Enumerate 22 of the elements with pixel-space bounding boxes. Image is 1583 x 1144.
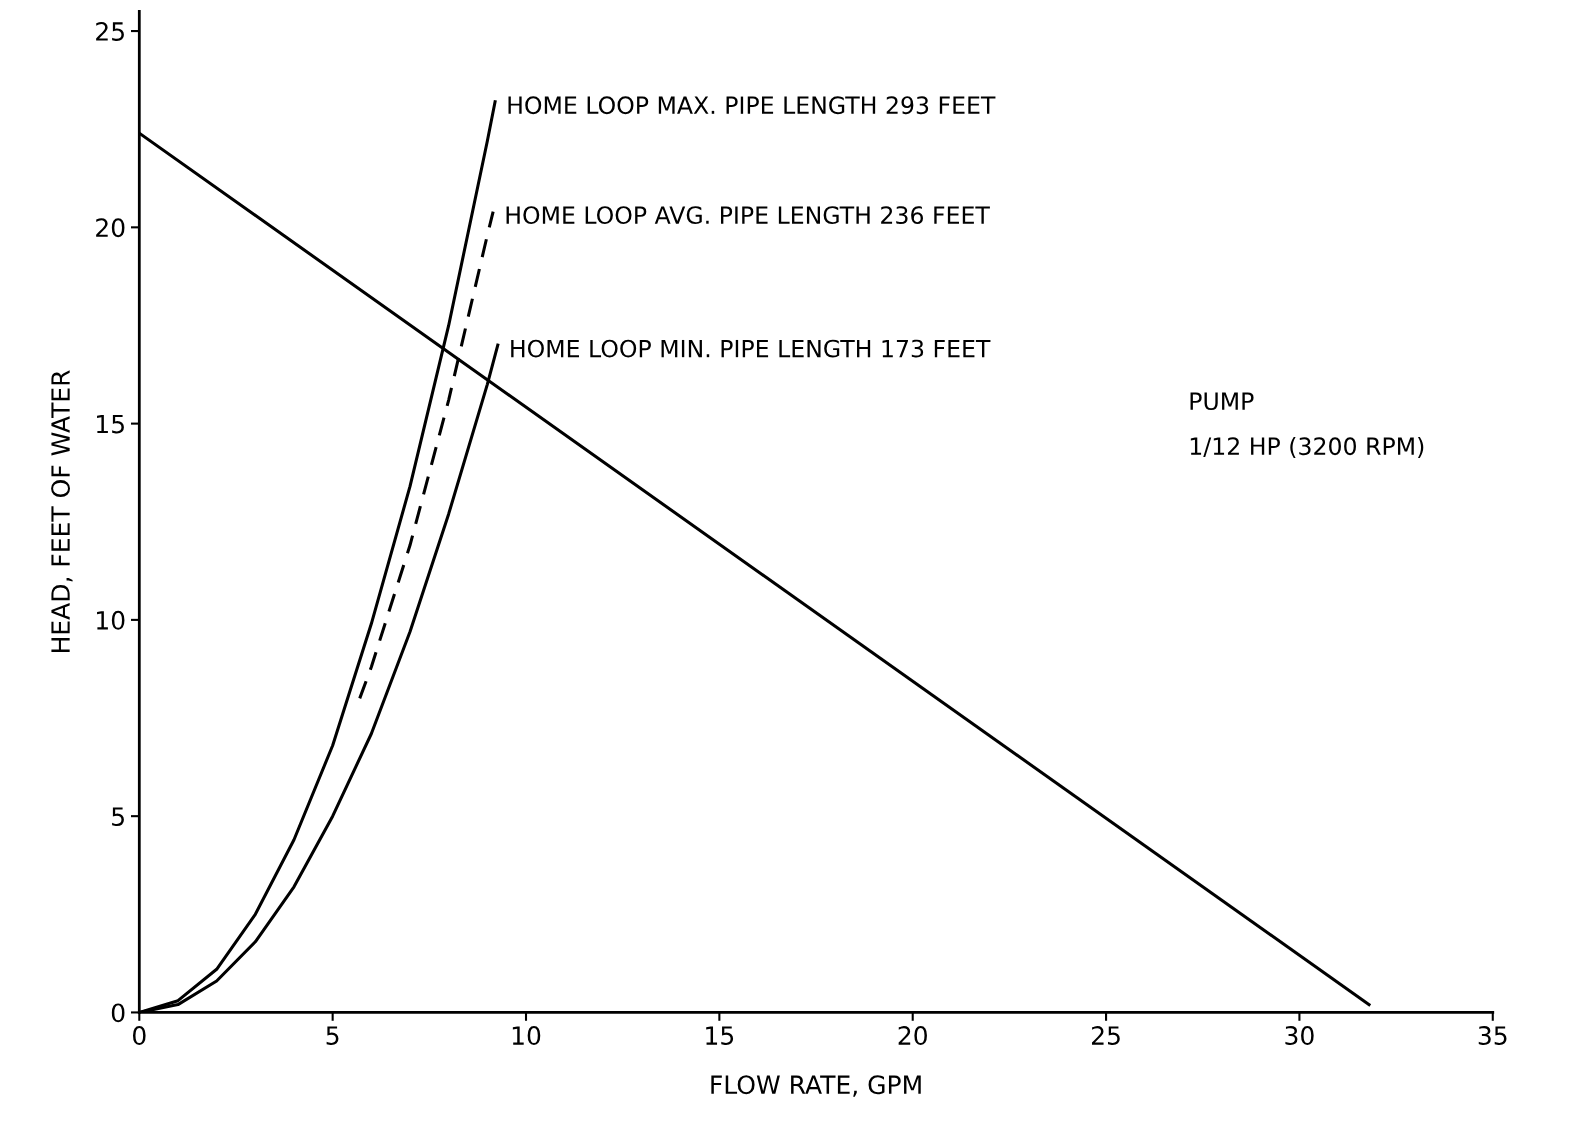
x-axis-title: FLOW RATE, GPM	[711, 1075, 921, 1097]
x-tick-label: 20	[898, 1026, 927, 1045]
x-tick-label: 0	[133, 1026, 146, 1045]
series-label: HOME LOOP MAX. PIPE LENGTH 293 FEET	[508, 96, 996, 115]
series-label: HOME LOOP MIN. PIPE LENGTH 173 FEET	[511, 339, 991, 358]
y-tick-label: 15	[97, 414, 124, 434]
x-tick-label: 5	[326, 1026, 339, 1045]
y-axis-title: HEAD, FEET OF WATER	[51, 370, 73, 652]
annotation: 1/12 HP (3200 RPM)	[1190, 436, 1424, 458]
x-tick-label: 25	[1091, 1026, 1120, 1045]
series-label: HOME LOOP AVG. PIPE LENGTH 236 FEET	[506, 206, 990, 225]
y-tick-label: 10	[97, 610, 125, 630]
y-tick-label: 25	[96, 22, 124, 41]
y-tick-label: 0	[111, 1003, 125, 1023]
x-tick-label: 10	[512, 1026, 541, 1045]
annotation: PUMP	[1190, 392, 1254, 411]
x-tick-label: 35	[1478, 1026, 1507, 1045]
x-tick-label: 15	[706, 1026, 734, 1045]
y-tick-label: 5	[112, 807, 124, 827]
x-tick-label: 30	[1285, 1026, 1314, 1045]
y-tick-label: 20	[96, 218, 125, 238]
line-series	[358, 210, 495, 700]
